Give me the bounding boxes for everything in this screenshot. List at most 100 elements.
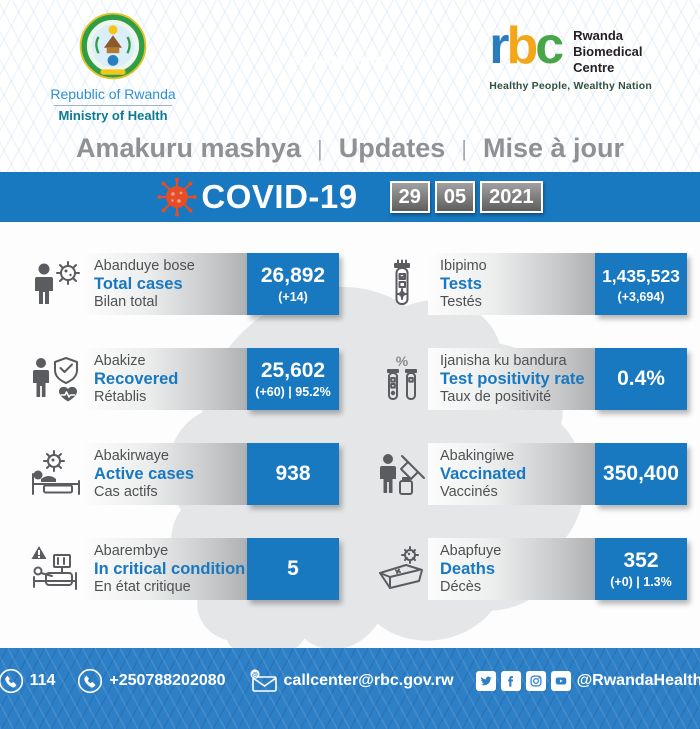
- phone-icon: [78, 668, 103, 694]
- stat-value-box: 352 (+0) | 1.3%: [595, 538, 687, 600]
- hotline-long[interactable]: +250788202080: [77, 668, 226, 694]
- stat-label-french: Taux de positivité: [440, 388, 552, 405]
- stat-value-box: 0.4%: [595, 348, 687, 410]
- stat-row-critical: Abarembye In critical condition En état …: [30, 538, 339, 600]
- stat-value-box: 5: [247, 538, 339, 600]
- rwanda-coat-of-arms-icon: [79, 12, 147, 80]
- republic-label: Republic of Rwanda: [50, 86, 176, 102]
- header: Republic of Rwanda Ministry of Health rb…: [0, 0, 700, 172]
- stat-label-english: Total cases: [94, 274, 183, 293]
- stat-labels: Abarembye In critical condition En état …: [82, 538, 247, 600]
- stat-value: 350,400: [603, 462, 679, 485]
- stat-delta: (+60) | 95.2%: [255, 384, 331, 399]
- report-date: 29 05 2021: [389, 181, 543, 213]
- stat-label-english: Deaths: [440, 559, 496, 578]
- covid-title: COVID-19: [201, 178, 358, 215]
- shield-heart-icon: [30, 348, 82, 410]
- stat-label-french: Rétablis: [94, 388, 147, 405]
- stat-label-native: Ibipimo: [440, 257, 487, 274]
- hotline-short-number: 114: [29, 672, 56, 689]
- stat-row-recovered: Abakize Recovered Rétablis 25,602 (+60) …: [30, 348, 339, 410]
- facebook-icon[interactable]: [500, 671, 521, 691]
- stat-label-english: In critical condition: [94, 559, 246, 578]
- social-media: @RwandaHealth: [475, 671, 700, 691]
- twitter-icon[interactable]: [475, 671, 496, 691]
- stat-label-native: Ijanisha ku bandura: [440, 352, 567, 369]
- stat-value-box: 1,435,523 (+3,694): [595, 253, 687, 315]
- stat-labels: Abapfuye Deaths Décès: [428, 538, 595, 600]
- updates-bar: Amakuru mashya | Updates | Mise à jour: [0, 125, 700, 172]
- stat-value: 352: [623, 548, 659, 572]
- stat-label-english: Tests: [440, 274, 482, 293]
- stat-value-box: 350,400: [595, 443, 687, 505]
- stat-label-native: Abakirwaye: [94, 447, 169, 464]
- youtube-icon[interactable]: [550, 671, 571, 691]
- stat-delta: (+3,694): [617, 289, 665, 304]
- coronavirus-icon: [157, 177, 197, 217]
- stat-delta: (+0) | 1.3%: [610, 574, 672, 589]
- stat-labels: Abanduye bose Total cases Bilan total: [82, 253, 247, 315]
- separator: |: [461, 135, 468, 161]
- email-address: callcenter@rbc.gov.rw: [283, 672, 454, 689]
- phone-icon: [0, 668, 23, 694]
- separator: |: [317, 135, 323, 161]
- stat-value-box: 938: [247, 443, 339, 505]
- stats-column-right: Ibipimo Tests Testés 1,435,523 (+3,694) …: [376, 253, 687, 633]
- stat-value: 5: [287, 557, 299, 580]
- stat-row-total-cases: Abanduye bose Total cases Bilan total 26…: [30, 253, 339, 315]
- stat-value: 26,892: [260, 263, 326, 287]
- hotline-long-number: +250788202080: [109, 672, 226, 689]
- stat-label-native: Abanduye bose: [94, 257, 195, 274]
- stat-labels: Abakize Recovered Rétablis: [82, 348, 247, 410]
- website-link[interactable]: www.rbc.gov.rw: [289, 52, 411, 69]
- stat-value: 1,435,523: [602, 265, 680, 286]
- stat-label-french: Bilan total: [94, 293, 158, 310]
- stat-value: 0.4%: [617, 367, 665, 390]
- stat-label-native: Abakingiwe: [440, 447, 515, 464]
- stat-labels: Ibipimo Tests Testés: [428, 253, 595, 315]
- instagram-icon[interactable]: [525, 671, 546, 691]
- stat-row-deaths: Abapfuye Deaths Décès 352 (+0) | 1.3%: [376, 538, 687, 600]
- stat-delta: (+14): [278, 289, 308, 304]
- updates-english: Updates: [338, 133, 446, 163]
- hotline-short[interactable]: 114: [0, 668, 55, 694]
- email-contact[interactable]: @ callcenter@rbc.gov.rw: [248, 668, 454, 694]
- stat-label-native: Abapfuye: [440, 542, 502, 559]
- stat-row-positivity: % Ijanisha ku bandura Test positivity ra…: [376, 348, 687, 410]
- rbc-logo: rbc: [489, 17, 564, 75]
- svg-text:@: @: [251, 671, 257, 678]
- coffin-virus-icon: [376, 538, 428, 600]
- footer: [0, 648, 700, 729]
- social-icons: [475, 671, 571, 691]
- stat-label-french: Décès: [440, 578, 482, 595]
- stat-row-active-cases: Abakirwaye Active cases Cas actifs 938: [30, 443, 339, 505]
- hospital-bed-virus-icon: [30, 443, 82, 505]
- svg-text:%: %: [396, 353, 409, 369]
- stat-label-english: Vaccinated: [440, 464, 527, 483]
- person-virus-icon: [30, 253, 82, 315]
- updates-native: Amakuru mashya: [75, 133, 302, 163]
- rbc-logo-block: rbc Rwanda Biomedical Centre Healthy Peo…: [489, 17, 652, 92]
- syringe-vial-icon: [376, 443, 428, 505]
- stat-value: 938: [275, 462, 311, 485]
- email-icon: @: [249, 669, 277, 692]
- footer-contacts: 114 +250788202080 @ callcenter@rbc.gov.r…: [0, 668, 700, 694]
- stat-label-french: En état critique: [94, 578, 191, 595]
- stat-label-english: Test positivity rate: [440, 369, 585, 388]
- stat-row-vaccinated: Abakingiwe Vaccinated Vaccinés 350,400: [376, 443, 687, 505]
- rbc-tagline: Healthy People, Wealthy Nation: [489, 80, 652, 92]
- stat-value-box: 25,602 (+60) | 95.2%: [247, 348, 339, 410]
- updates-french: Mise à jour: [483, 133, 625, 163]
- stats-panel: Abanduye bose Total cases Bilan total 26…: [0, 222, 700, 654]
- stat-label-native: Abarembye: [94, 542, 169, 559]
- divider: [54, 105, 172, 106]
- stat-labels: Abakirwaye Active cases Cas actifs: [82, 443, 247, 505]
- title-bar: COVID-19 29 05 2021: [0, 172, 700, 222]
- critical-bed-warning-icon: [30, 538, 82, 600]
- test-tube-icon: [376, 253, 428, 315]
- date-month: 05: [434, 181, 476, 213]
- stat-label-english: Active cases: [94, 464, 194, 483]
- stat-labels: Abakingiwe Vaccinated Vaccinés: [428, 443, 595, 505]
- stat-value-box: 26,892 (+14): [247, 253, 339, 315]
